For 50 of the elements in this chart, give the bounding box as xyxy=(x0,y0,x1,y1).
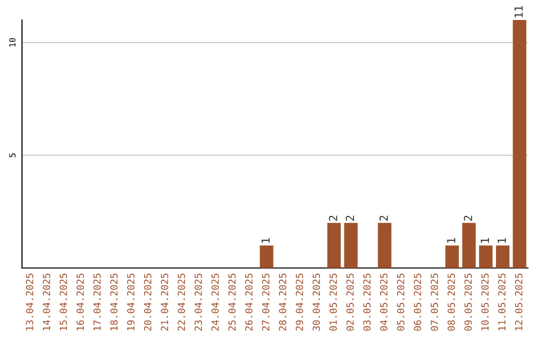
bar xyxy=(344,222,358,268)
data-label: 2 xyxy=(328,216,338,221)
bar xyxy=(260,245,274,268)
bar xyxy=(479,245,493,268)
x-tick-label: 14.04.2025 xyxy=(42,274,50,330)
x-tick-label: 18.04.2025 xyxy=(110,274,118,330)
x-tick-label: 20.04.2025 xyxy=(144,274,152,331)
x-tick-label: 02.05.2025 xyxy=(346,274,354,331)
bar xyxy=(445,245,459,268)
x-tick-label: 11.05.2025 xyxy=(498,274,506,330)
data-label: 2 xyxy=(379,216,388,221)
x-tick-label: 21.04.2025 xyxy=(160,274,168,331)
x-tick-label: 23.04.2025 xyxy=(194,274,202,331)
x-tick-label: 17.04.2025 xyxy=(93,274,101,330)
x-tick-label: 25.04.2025 xyxy=(228,274,236,331)
x-tick-label: 04.05.2025 xyxy=(380,274,388,331)
data-label: 1 xyxy=(262,238,270,243)
x-tick-label: 16.04.2025 xyxy=(76,274,84,330)
bar xyxy=(378,222,392,268)
x-tick-label: 07.05.2025 xyxy=(430,274,438,331)
x-tick-label: 06.05.2025 xyxy=(414,274,422,331)
x-tick-label: 01.05.2025 xyxy=(330,274,337,331)
x-tick-label: 27.04.2025 xyxy=(262,274,270,331)
x-tick-label: 22.04.2025 xyxy=(178,274,186,331)
x-tick-label: 13.04.2025 xyxy=(26,274,34,330)
data-label: 1 xyxy=(447,238,456,243)
x-tick-label: 05.05.2025 xyxy=(396,274,404,331)
x-tick-label: 12.05.2025 xyxy=(515,274,522,330)
bar xyxy=(327,222,341,268)
y-tick-label: 10 xyxy=(9,38,16,47)
x-tick-label: 26.04.2025 xyxy=(245,274,253,331)
x-tick-label: 19.04.2025 xyxy=(127,274,134,330)
x-tick-label: 24.04.2025 xyxy=(211,274,219,331)
x-tick-label: 29.04.2025 xyxy=(296,274,304,331)
bar xyxy=(462,222,476,268)
x-tick-label: 30.04.2025 xyxy=(312,274,320,331)
y-tick-label: 5 xyxy=(9,153,16,158)
x-tick-label: 09.05.2025 xyxy=(464,274,472,331)
x-tick-label: 10.05.2025 xyxy=(481,274,489,330)
data-label: 2 xyxy=(464,216,472,221)
data-label: 1 xyxy=(498,238,506,243)
bar xyxy=(512,20,526,268)
data-label: 1 xyxy=(480,238,489,243)
x-tick-label: 15.04.2025 xyxy=(60,274,68,330)
x-tick-label: 28.04.2025 xyxy=(278,274,286,331)
data-label: 2 xyxy=(346,216,354,221)
x-tick-label: 08.05.2025 xyxy=(448,274,455,331)
x-tick-label: 03.05.2025 xyxy=(363,274,371,331)
data-label: 11 xyxy=(514,6,523,18)
bar xyxy=(496,245,510,268)
